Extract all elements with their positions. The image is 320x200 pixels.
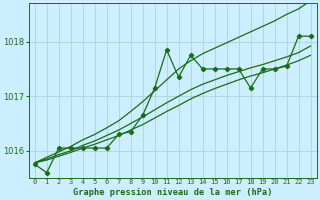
- X-axis label: Graphe pression niveau de la mer (hPa): Graphe pression niveau de la mer (hPa): [73, 188, 272, 197]
